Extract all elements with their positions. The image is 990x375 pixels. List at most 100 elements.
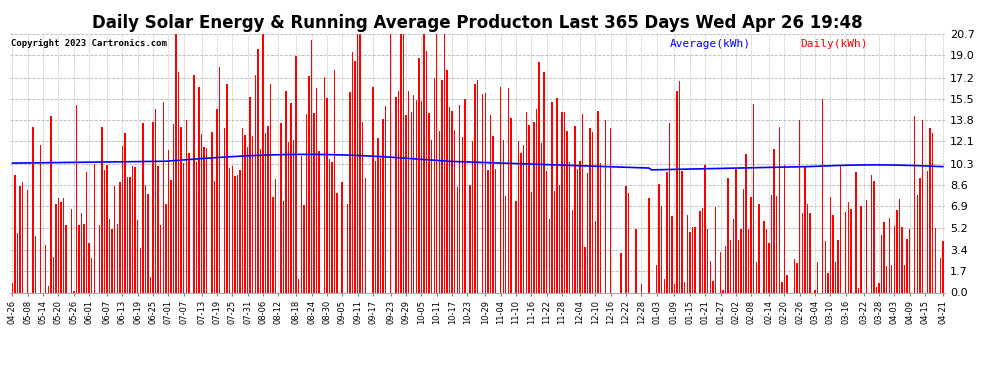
Bar [526, 112, 527, 292]
Bar [60, 201, 61, 292]
Bar [154, 109, 156, 292]
Bar [558, 186, 560, 292]
Bar [510, 118, 512, 292]
Bar [747, 229, 749, 292]
Bar [707, 229, 709, 292]
Bar [175, 34, 177, 292]
Bar [264, 133, 266, 292]
Bar [676, 90, 678, 292]
Bar [81, 213, 82, 292]
Bar [794, 259, 795, 292]
Bar [766, 229, 767, 292]
Bar [636, 229, 637, 292]
Bar [114, 186, 116, 292]
Bar [597, 111, 599, 292]
Bar [469, 185, 470, 292]
Bar [272, 197, 274, 292]
Bar [424, 34, 425, 292]
Bar [741, 229, 742, 292]
Bar [474, 84, 476, 292]
Bar [267, 126, 268, 292]
Bar [778, 128, 780, 292]
Bar [400, 34, 402, 292]
Bar [505, 196, 507, 292]
Bar [901, 227, 903, 292]
Bar [477, 81, 478, 292]
Bar [930, 128, 931, 292]
Bar [595, 222, 596, 292]
Bar [909, 229, 911, 292]
Bar [763, 220, 764, 292]
Bar [426, 51, 428, 292]
Bar [776, 196, 777, 292]
Bar [119, 182, 121, 292]
Bar [561, 112, 562, 292]
Bar [451, 111, 452, 292]
Bar [235, 176, 236, 292]
Bar [359, 34, 360, 292]
Bar [249, 98, 250, 292]
Bar [518, 141, 520, 292]
Bar [382, 119, 384, 292]
Bar [324, 76, 325, 292]
Bar [828, 273, 829, 292]
Bar [130, 177, 131, 292]
Bar [14, 175, 16, 292]
Bar [579, 161, 580, 292]
Bar [702, 208, 703, 292]
Bar [405, 115, 407, 292]
Bar [620, 253, 622, 292]
Bar [663, 279, 665, 292]
Bar [52, 257, 54, 292]
Bar [904, 265, 905, 292]
Bar [408, 91, 409, 292]
Bar [270, 84, 271, 292]
Bar [850, 210, 851, 292]
Bar [786, 275, 788, 292]
Bar [332, 162, 333, 292]
Bar [878, 283, 880, 292]
Bar [446, 70, 447, 292]
Bar [308, 76, 310, 292]
Bar [444, 34, 446, 292]
Bar [492, 136, 494, 292]
Bar [280, 123, 281, 292]
Bar [661, 206, 662, 292]
Bar [528, 125, 530, 292]
Bar [888, 218, 890, 292]
Bar [83, 224, 85, 292]
Bar [178, 72, 179, 292]
Bar [33, 128, 34, 292]
Bar [845, 212, 846, 292]
Bar [356, 34, 358, 292]
Bar [306, 114, 307, 292]
Bar [262, 34, 263, 292]
Bar [668, 123, 670, 292]
Bar [626, 186, 627, 292]
Bar [20, 186, 21, 292]
Bar [57, 198, 59, 292]
Bar [487, 170, 489, 292]
Bar [860, 206, 862, 292]
Bar [551, 102, 552, 292]
Bar [40, 145, 42, 292]
Bar [705, 165, 706, 292]
Bar [587, 172, 588, 292]
Bar [886, 266, 887, 292]
Bar [173, 124, 174, 292]
Bar [227, 84, 228, 292]
Bar [198, 87, 200, 292]
Bar [395, 98, 397, 292]
Bar [582, 114, 583, 292]
Bar [940, 258, 941, 292]
Bar [899, 200, 900, 292]
Bar [237, 175, 239, 292]
Bar [833, 214, 834, 292]
Bar [390, 34, 391, 292]
Bar [835, 262, 837, 292]
Bar [214, 181, 215, 292]
Bar [257, 49, 258, 292]
Bar [349, 92, 350, 292]
Bar [143, 123, 144, 292]
Bar [720, 252, 721, 292]
